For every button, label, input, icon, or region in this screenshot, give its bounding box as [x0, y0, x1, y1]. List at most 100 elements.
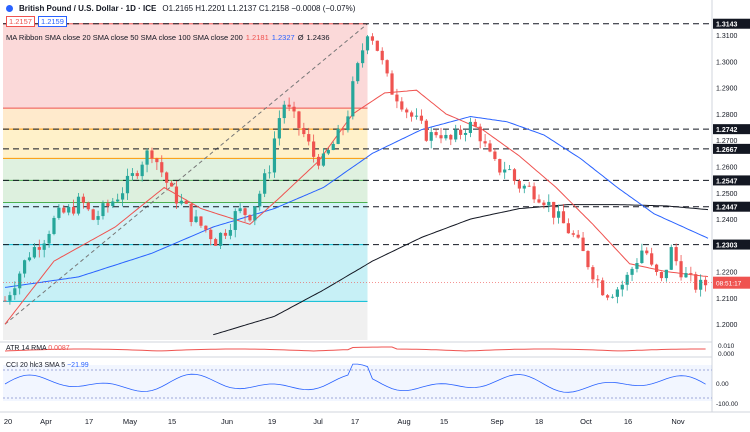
- candle: [32, 243, 36, 259]
- level-price-label: 1.2547: [716, 178, 738, 185]
- candle-body: [71, 206, 76, 214]
- candle: [214, 237, 218, 246]
- candle-body: [18, 273, 22, 289]
- candle-body: [116, 199, 120, 202]
- candle: [22, 259, 27, 278]
- candle-body: [503, 169, 507, 173]
- atr-legend[interactable]: ATR 14 RMA 0.0087: [6, 345, 70, 352]
- bid-price-button[interactable]: 1.2157: [6, 16, 35, 27]
- candle-body: [483, 141, 487, 144]
- candle: [610, 294, 615, 299]
- candle-body: [214, 239, 218, 246]
- candle: [395, 88, 399, 109]
- candle-body: [689, 273, 693, 275]
- candle: [160, 155, 164, 178]
- cci-label: CCI 20 hlc3 SMA 5: [6, 362, 66, 369]
- candle-body: [194, 216, 198, 222]
- candle: [581, 232, 585, 252]
- candle-body: [380, 50, 384, 61]
- candle: [547, 194, 551, 213]
- candle-body: [287, 104, 291, 107]
- candle-body: [414, 115, 419, 117]
- fib-zone: [3, 158, 368, 181]
- candle: [478, 123, 482, 149]
- candle-body: [385, 60, 389, 74]
- fib-zone: [3, 180, 368, 203]
- candle-body: [140, 164, 144, 177]
- level-price-label: 1.2742: [716, 127, 738, 134]
- candle-body: [101, 203, 105, 217]
- time-tick-label: 15: [440, 417, 448, 426]
- candle: [444, 129, 448, 141]
- ohlc-readout: O1.2165 H1.2201 L1.2137 C1.2158 −0.0008 …: [162, 4, 356, 13]
- candle: [454, 124, 458, 143]
- candle: [37, 239, 41, 258]
- candle-body: [189, 203, 193, 222]
- time-tick-label: Jun: [221, 417, 233, 426]
- candle-body: [552, 201, 556, 218]
- candle: [375, 40, 379, 52]
- candle-body: [566, 223, 570, 234]
- candle: [8, 291, 12, 305]
- level-price-tag: [713, 175, 750, 186]
- candle: [223, 229, 228, 240]
- cci-legend[interactable]: CCI 20 hlc3 SMA 5 −21.99: [6, 362, 89, 369]
- candle-body: [8, 295, 12, 301]
- candle-body: [81, 196, 85, 203]
- candle-body: [699, 279, 703, 290]
- candle: [694, 271, 698, 293]
- chart-header: British Pound / U.S. Dollar · 1D · ICE O…: [6, 4, 355, 13]
- candle: [356, 61, 360, 84]
- atr-line: [4, 346, 706, 352]
- candle: [189, 203, 193, 227]
- candle: [27, 252, 32, 262]
- level-price-label: 1.3143: [716, 22, 738, 29]
- candle: [62, 205, 66, 214]
- candle-body: [556, 211, 561, 218]
- candle: [116, 193, 120, 203]
- candle: [106, 199, 110, 213]
- candle-body: [42, 243, 46, 250]
- level-price-tag: [713, 143, 750, 154]
- ask-price-button[interactable]: 1.2159: [37, 16, 67, 27]
- candle: [664, 269, 668, 282]
- candle: [596, 275, 600, 288]
- candle: [620, 280, 624, 297]
- candle-body: [336, 129, 340, 144]
- candle-body: [434, 132, 438, 136]
- candle: [57, 204, 61, 220]
- candle-body: [586, 251, 590, 268]
- candle-body: [32, 247, 36, 258]
- candle: [419, 109, 424, 124]
- candle: [204, 225, 208, 233]
- candle: [414, 108, 419, 120]
- candle-body: [537, 199, 541, 203]
- candle-body: [532, 186, 536, 200]
- candle-body: [326, 150, 330, 154]
- sma20-line: [4, 89, 709, 325]
- candle-body: [22, 260, 27, 274]
- candle-body: [120, 193, 125, 200]
- candle-body: [547, 201, 551, 206]
- candle-body: [395, 94, 399, 102]
- candle: [96, 210, 100, 225]
- candle: [674, 243, 678, 266]
- candle-body: [76, 196, 81, 214]
- candle-body: [439, 135, 443, 139]
- candle: [605, 294, 610, 301]
- candle-body: [248, 214, 252, 221]
- ma-legend[interactable]: MA Ribbon SMA close 20 SMA close 50 SMA …: [6, 33, 330, 42]
- candle-body: [419, 115, 424, 121]
- candle: [571, 230, 575, 238]
- symbol-title[interactable]: British Pound / U.S. Dollar · 1D · ICE: [19, 4, 157, 13]
- price-tick-label: 1.2100: [716, 296, 738, 303]
- candle-body: [218, 232, 223, 246]
- candle-body: [169, 182, 174, 187]
- candle: [488, 139, 492, 153]
- candle: [503, 161, 507, 179]
- candle-body: [684, 273, 688, 278]
- candle-body: [390, 73, 394, 95]
- candle-body: [463, 132, 468, 135]
